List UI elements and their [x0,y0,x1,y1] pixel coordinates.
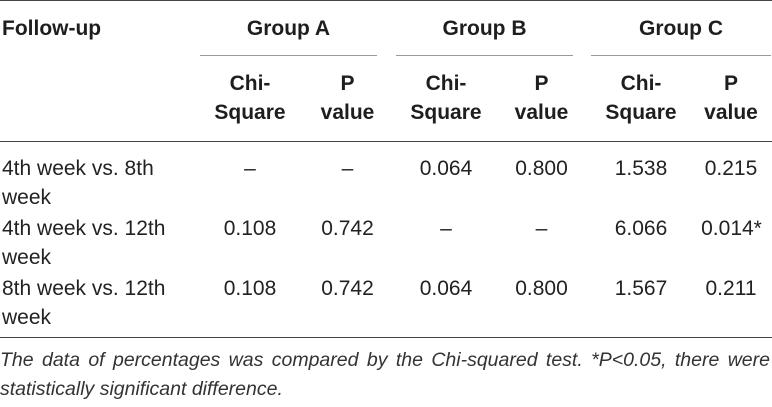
subheader-a-chi: Chi- Square [214,72,286,124]
group-a-underline [200,55,377,56]
row-1-a-chi: – [244,157,256,180]
header-bottom-rule [0,141,772,142]
header-group-b: Group B [442,17,527,40]
header-group-a: Group A [246,17,331,40]
subheader-b-chi: Chi- Square [410,72,482,124]
subheader-c-chi: Chi- Square [605,72,677,124]
row-3-a-p: 0.742 [321,277,374,300]
table-footnote: The data of percentages was compared by … [0,349,770,400]
row-2-label: 4th week vs. 12th week [2,217,166,269]
subheader-b-p: P value [514,72,569,124]
row-1-b-p: 0.800 [515,157,568,180]
row-2-a-chi: 0.108 [223,217,277,240]
row-2-a-p: 0.742 [321,217,374,240]
row-3-a-chi: 0.108 [223,277,277,300]
header-group-c: Group C [639,17,723,40]
row-1-label: 4th week vs. 8th week [2,157,154,209]
subheader-c-p: P value [704,72,758,124]
row-2-c-chi: 6.066 [614,217,668,240]
row-1-c-p: 0.215 [704,157,758,180]
row-3-b-chi: 0.064 [419,277,473,300]
group-c-underline [591,55,771,56]
subheader-a-p: P value [320,72,375,124]
table-bottom-rule [0,337,772,338]
row-1-c-chi: 1.538 [614,157,668,180]
row-3-c-p: 0.211 [705,277,757,300]
group-b-underline [396,55,573,56]
row-2-b-p: – [535,217,548,240]
table-top-rule [0,0,772,1]
row-1-b-chi: 0.064 [419,157,473,180]
row-3-b-p: 0.800 [515,277,568,300]
row-2-b-chi: – [440,217,452,240]
row-1-a-p: – [341,157,354,180]
row-3-label: 8th week vs. 12th week [2,277,166,329]
header-follow-up: Follow-up [2,17,102,40]
row-2-c-p: 0.014* [701,217,762,240]
row-3-c-chi: 1.567 [614,277,668,300]
